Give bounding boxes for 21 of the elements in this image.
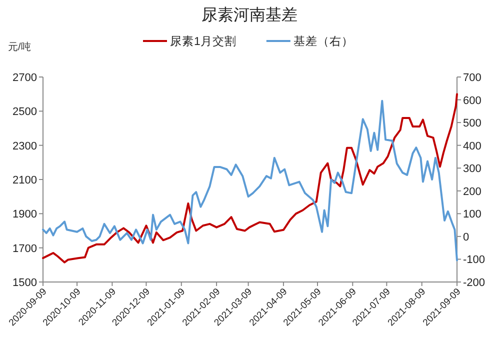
y2-tick-label: 200	[463, 186, 482, 198]
legend-label: 尿素1月交割	[170, 34, 236, 48]
y2-tick-label: -200	[463, 277, 486, 289]
y-tick-label: 1700	[12, 242, 37, 255]
y2-tick-label: -100	[463, 254, 486, 266]
y-tick-label: 2300	[12, 140, 37, 152]
chart-title: 尿素河南基差	[202, 6, 298, 24]
y2-tick-label: 700	[463, 72, 482, 84]
y2-tick-label: 0	[463, 231, 470, 244]
y2-tick-label: 500	[463, 118, 482, 130]
y-axis-title: 元/吨	[8, 41, 31, 53]
y-tick-label: 2500	[12, 106, 37, 118]
y2-tick-label: 600	[463, 94, 482, 107]
legend-label: 基差（右）	[293, 35, 354, 48]
y2-tick-label: 300	[463, 163, 482, 176]
y2-tick-label: 100	[463, 208, 482, 221]
y-tick-label: 2100	[12, 174, 37, 186]
y2-tick-label: 400	[463, 140, 482, 152]
y-tick-label: 2700	[12, 72, 37, 84]
y-tick-label: 1900	[12, 208, 37, 221]
y-tick-label: 1500	[12, 277, 37, 289]
